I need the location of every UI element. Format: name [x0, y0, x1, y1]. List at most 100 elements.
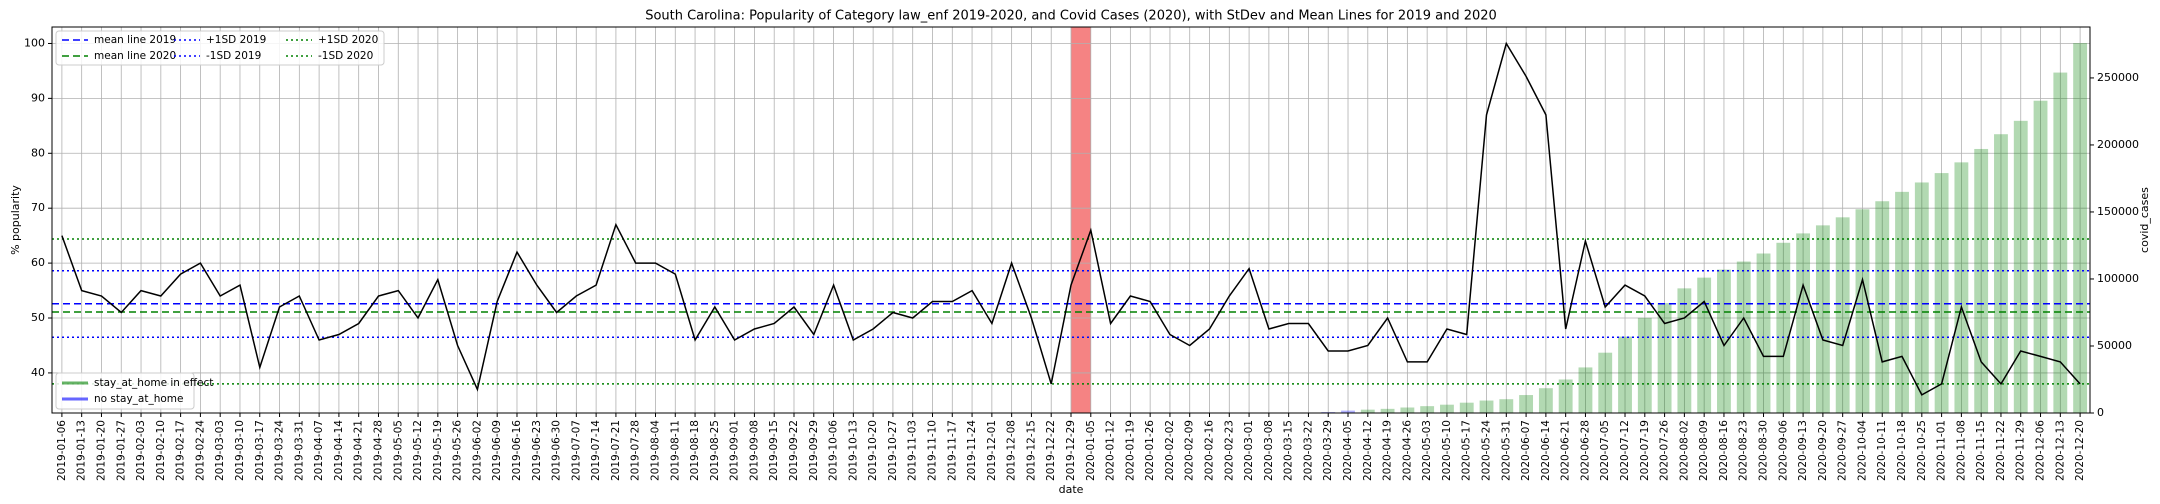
x-tick-label: 2019-02-03 [135, 420, 147, 481]
bar [1756, 253, 1771, 413]
legend-label: -1SD 2020 [318, 50, 373, 62]
bar [1994, 134, 2008, 413]
bar [1459, 402, 1474, 413]
x-tick-label: 2020-04-12 [1362, 420, 1374, 481]
bar [1657, 303, 1672, 413]
x-tick-label: 2020-02-16 [1204, 420, 1216, 481]
x-tick-label: 2019-07-07 [570, 420, 582, 481]
x-tick-label: 2019-03-10 [234, 420, 246, 481]
x-tick-label: 2019-06-30 [551, 420, 563, 481]
x-tick-label: 2019-09-15 [768, 420, 780, 481]
x-tick-label: 2020-11-08 [1955, 420, 1967, 481]
legend-label: +1SD 2019 [206, 34, 266, 46]
x-tick-label: 2019-06-16 [511, 420, 523, 481]
y-tick-label: 80 [31, 146, 45, 159]
bar [1855, 209, 1870, 413]
x-tick-label: 2020-01-12 [1105, 420, 1117, 481]
bar [1420, 406, 1435, 413]
y-tick-label: 40 [31, 366, 45, 379]
x-tick-label: 2020-06-28 [1579, 420, 1591, 481]
x-tick-label: 2019-10-13 [847, 420, 859, 481]
legend-label: +1SD 2020 [318, 34, 378, 46]
x-tick-label: 2020-02-09 [1184, 420, 1196, 481]
x-tick-label: 2019-05-12 [412, 420, 424, 481]
x-tick-label: 2020-10-18 [1896, 420, 1908, 481]
x-tick-label: 2020-11-29 [2015, 420, 2027, 481]
y-axis-label: % popularity [9, 185, 22, 255]
x-tick-label: 2020-11-22 [1995, 420, 2007, 481]
popularity-line [61, 41, 2081, 396]
bar [1974, 148, 1989, 413]
x-tick-label: 2020-10-25 [1916, 420, 1928, 481]
x-tick-label: 2019-08-25 [709, 420, 721, 481]
y2-tick-label: 200000 [2097, 138, 2139, 151]
bar [1934, 173, 1949, 413]
bar [1558, 379, 1573, 413]
x-tick-label: 2020-04-19 [1382, 420, 1394, 481]
x-tick-label: 2019-04-28 [372, 420, 384, 481]
legend-label: no stay_at_home [94, 393, 183, 405]
x-tick-label: 2020-12-13 [2054, 420, 2066, 481]
x-tick-label: 2020-01-19 [1124, 420, 1136, 481]
x-tick-label: 2020-04-05 [1342, 420, 1354, 481]
y-tick-label: 70 [31, 201, 45, 214]
bar [2033, 100, 2048, 414]
x-tick-label: 2019-04-07 [313, 420, 325, 481]
legend-label: stay_at_home in effect [94, 377, 213, 389]
x-tick-label: 2020-07-26 [1659, 420, 1671, 481]
y-tick-label: 100 [24, 36, 45, 49]
bar [1697, 277, 1712, 413]
x-tick-label: 2019-04-21 [353, 420, 365, 481]
x-tick-label: 2019-12-01 [986, 420, 998, 481]
y-tick-label: 60 [31, 256, 45, 269]
bar [1440, 404, 1454, 413]
x-tick-label: 2020-06-07 [1520, 420, 1532, 481]
bar [2073, 43, 2088, 413]
x-tick-label: 2019-03-17 [254, 420, 266, 481]
y2-tick-label: 50000 [2097, 339, 2132, 352]
x-tick-label: 2019-11-17 [946, 420, 958, 481]
legend-label: mean line 2020 [94, 50, 176, 62]
bar [1618, 336, 1632, 413]
x-tick-label: 2019-02-24 [194, 420, 206, 481]
y-tick-label: 50 [31, 311, 45, 324]
x-tick-label: 2019-01-27 [115, 420, 127, 481]
x-tick-label: 2020-03-01 [1243, 420, 1255, 481]
x-tick-label: 2020-09-27 [1837, 420, 1849, 481]
bar [1637, 317, 1652, 413]
x-tick-label: 2020-07-19 [1639, 420, 1651, 481]
x-tick-label: 2019-06-09 [491, 420, 503, 481]
y2-tick-label: 100000 [2097, 272, 2139, 285]
x-tick-label: 2020-08-02 [1678, 420, 1690, 481]
x-tick-label: 2020-03-22 [1302, 420, 1314, 481]
x-tick-label: 2020-06-21 [1560, 420, 1572, 481]
bar [1538, 388, 1553, 413]
x-tick-label: 2019-06-23 [531, 420, 543, 481]
bar [1796, 233, 1811, 413]
x-tick-label: 2019-12-22 [1045, 420, 1057, 481]
x-tick-label: 2019-05-26 [452, 420, 464, 481]
x-tick-label: 2020-03-15 [1283, 420, 1295, 481]
x-tick-label: 2020-10-11 [1876, 420, 1888, 481]
x-tick-label: 2020-04-26 [1401, 420, 1413, 481]
x-tick-label: 2019-11-24 [966, 420, 978, 481]
x-tick-label: 2019-08-18 [689, 420, 701, 481]
chart-title: South Carolina: Popularity of Category l… [645, 9, 1497, 24]
x-tick-label: 2020-07-12 [1619, 420, 1631, 481]
x-tick-label: 2019-02-10 [155, 420, 167, 481]
x-tick-label: 2020-12-20 [2074, 420, 2086, 481]
x-tick-label: 2020-02-02 [1164, 420, 1176, 481]
x-tick-label: 2020-11-01 [1936, 420, 1948, 481]
x-tick-label: 2020-02-23 [1223, 420, 1235, 481]
x-tick-label: 2020-08-30 [1758, 420, 1770, 481]
bar [1341, 410, 1355, 413]
bar [1895, 191, 1909, 413]
x-tick-label: 2020-05-03 [1421, 420, 1433, 481]
bar [1380, 408, 1395, 413]
x-tick-label: 2019-04-14 [333, 420, 345, 481]
x-tick-label: 2019-06-02 [471, 420, 483, 481]
x-tick-label: 2019-11-03 [907, 420, 919, 481]
bar [2013, 120, 2028, 413]
x-tick-label: 2019-10-20 [867, 420, 879, 481]
